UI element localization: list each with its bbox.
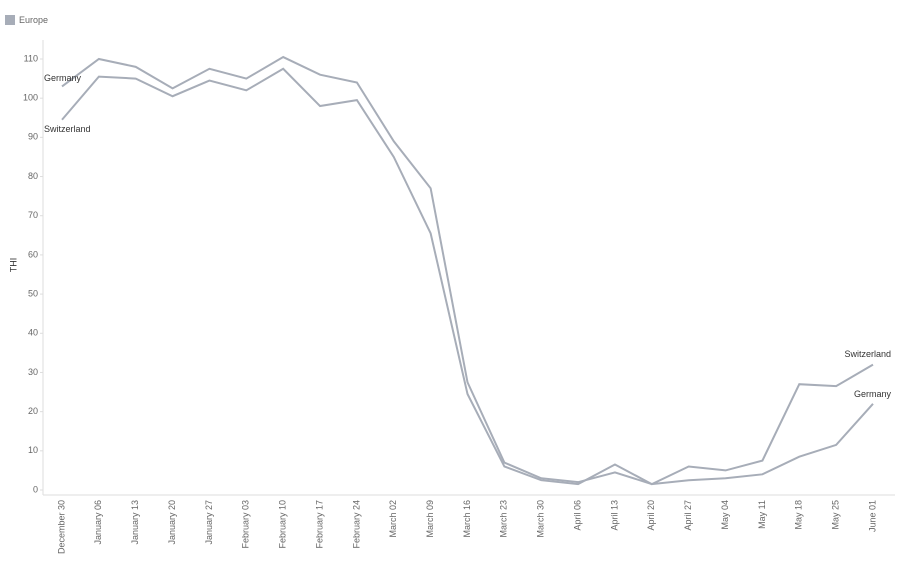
y-axis-label: THI	[8, 258, 18, 273]
y-tick-label: 0	[33, 484, 38, 494]
x-tick-label: March 23	[499, 500, 509, 538]
y-tick-label: 20	[28, 406, 38, 416]
line-label: Germany	[44, 73, 82, 83]
x-tick-label: April 20	[646, 500, 656, 531]
y-tick-label: 70	[28, 210, 38, 220]
y-tick-label: 10	[28, 445, 38, 455]
line-label: Switzerland	[844, 349, 891, 359]
x-tick-label: March 30	[536, 500, 546, 538]
x-tick-label: April 06	[572, 500, 582, 531]
line-label: Germany	[854, 389, 892, 399]
x-tick-label: December 30	[56, 500, 66, 554]
x-tick-label: February 10	[278, 500, 288, 549]
x-tick-label: February 24	[351, 500, 361, 549]
x-tick-label: April 13	[609, 500, 619, 531]
x-tick-label: March 09	[425, 500, 435, 538]
y-tick-label: 90	[28, 132, 38, 142]
y-tick-label: 60	[28, 249, 38, 259]
y-tick-label: 30	[28, 367, 38, 377]
x-tick-label: March 16	[462, 500, 472, 538]
x-tick-label: June 01	[867, 500, 877, 532]
x-tick-label: February 17	[314, 500, 324, 549]
y-tick-label: 110	[24, 53, 38, 63]
x-tick-label: May 04	[720, 500, 730, 530]
x-tick-label: May 18	[794, 500, 804, 530]
x-tick-label: January 06	[93, 500, 103, 545]
x-tick-label: January 27	[204, 500, 214, 545]
x-tick-label: January 20	[167, 500, 177, 545]
line	[61, 55, 874, 486]
legend-title: Europe	[19, 15, 48, 25]
y-tick-label: 80	[28, 171, 38, 181]
line-label: Switzerland	[44, 124, 91, 134]
x-tick-label: March 02	[388, 500, 398, 538]
x-tick-label: April 27	[683, 500, 693, 531]
x-tick-label: January 13	[130, 500, 140, 545]
x-tick-label: February 03	[241, 500, 251, 549]
line	[61, 67, 874, 486]
y-tick-label: 40	[28, 328, 38, 338]
x-tick-label: May 11	[757, 500, 767, 529]
y-tick-label: 50	[28, 288, 38, 298]
y-tick-label: 100	[23, 93, 38, 103]
x-tick-label: May 25	[831, 500, 841, 530]
legend-swatch	[5, 15, 15, 25]
